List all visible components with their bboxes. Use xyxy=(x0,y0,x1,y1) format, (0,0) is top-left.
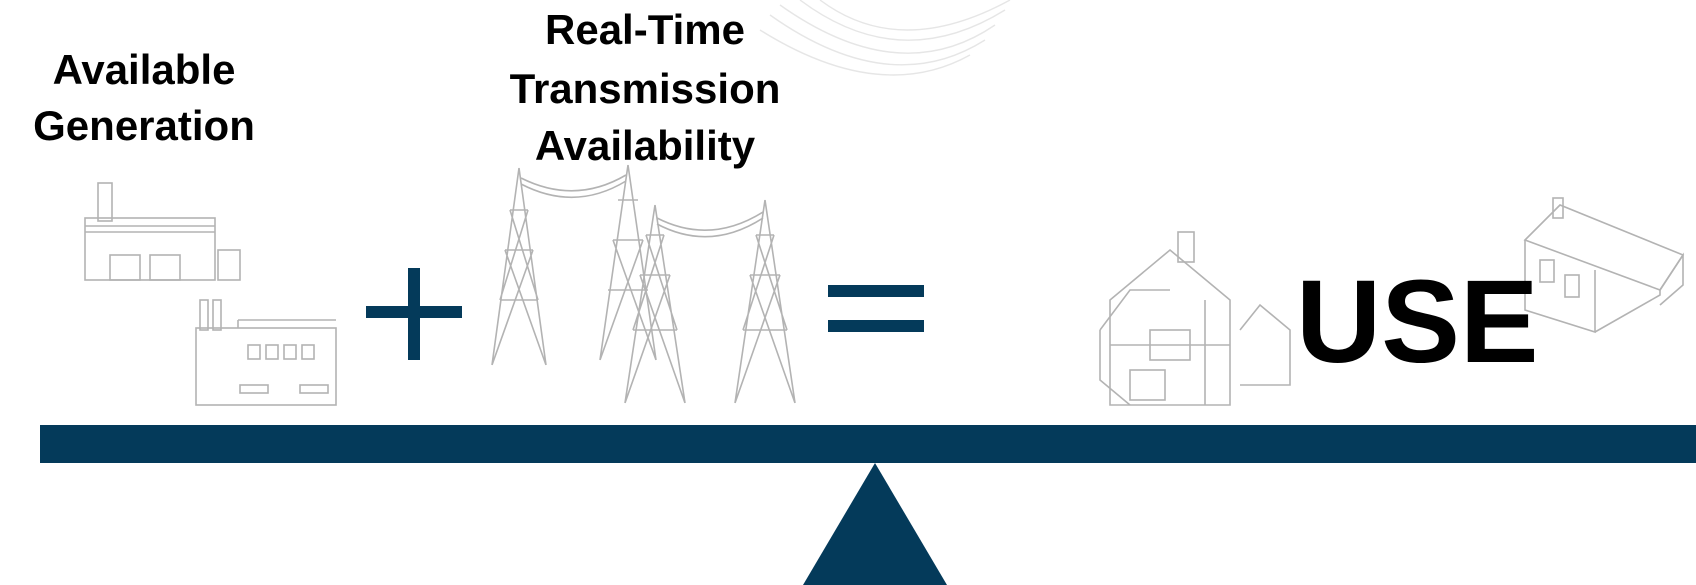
generation-label: Generation xyxy=(33,102,255,149)
transmission-towers-icon xyxy=(491,164,796,404)
plus-sign xyxy=(366,268,462,360)
use-label: USE xyxy=(1296,256,1539,388)
power-plant-icon xyxy=(84,182,337,406)
house-icon xyxy=(1099,231,1291,406)
transmission-label: Transmission xyxy=(510,65,781,112)
balance-beam xyxy=(40,425,1696,463)
generation-label: Available xyxy=(53,46,236,93)
equals-sign xyxy=(828,285,924,332)
transmission-label: Availability xyxy=(535,122,756,169)
house-icon xyxy=(1523,197,1685,334)
transmission-label: Real-Time xyxy=(545,6,745,53)
fulcrum xyxy=(803,463,947,585)
background-arcs xyxy=(759,0,1011,76)
